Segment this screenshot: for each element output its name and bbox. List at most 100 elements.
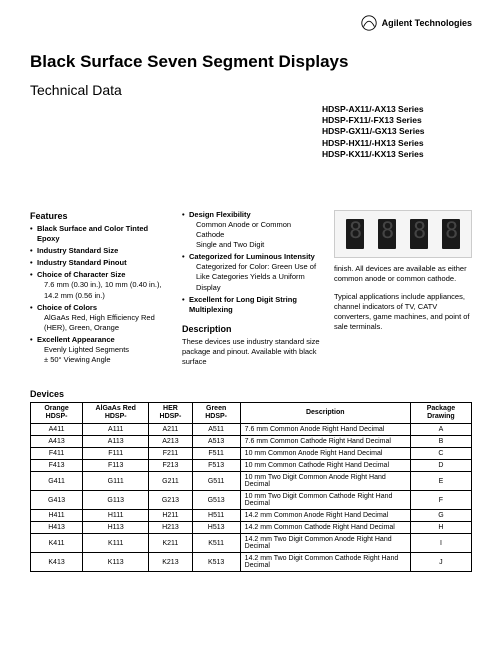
table-row: K411K111K211K51114.2 mm Two Digit Common…	[31, 534, 472, 553]
col3-para1: finish. All devices are available as eit…	[334, 264, 472, 284]
table-cell: K211	[149, 534, 192, 553]
table-cell: F411	[31, 448, 83, 460]
description-text: These devices use industry standard size…	[182, 337, 320, 367]
table-row: H411H111H211H51114.2 mm Common Anode Rig…	[31, 510, 472, 522]
table-cell: K213	[149, 553, 192, 572]
table-header-cell: Description	[240, 403, 410, 424]
table-cell: H	[410, 522, 471, 534]
table-cell: J	[410, 553, 471, 572]
table-cell: H111	[83, 510, 149, 522]
table-cell: 7.6 mm Common Anode Right Hand Decimal	[240, 424, 410, 436]
devices-table: Orange HDSP-AlGaAs Red HDSP-HER HDSP-Gre…	[30, 402, 472, 572]
product-image	[334, 210, 472, 258]
devices-heading: Devices	[30, 389, 472, 399]
table-cell: H213	[149, 522, 192, 534]
series-list: HDSP-AX11/-AX13 Series HDSP-FX11/-FX13 S…	[322, 104, 472, 159]
feature-item: Choice of Character Size7.6 mm (0.30 in.…	[30, 270, 168, 300]
table-header-cell: AlGaAs Red HDSP-	[83, 403, 149, 424]
table-cell: F111	[83, 448, 149, 460]
table-cell: G513	[192, 491, 240, 510]
table-cell: A113	[83, 436, 149, 448]
table-cell: A511	[192, 424, 240, 436]
col3-para2: Typical applications include appliances,…	[334, 292, 472, 333]
segment-display-icon	[442, 219, 460, 249]
series-item: HDSP-GX11/-GX13 Series	[322, 126, 472, 137]
table-cell: D	[410, 460, 471, 472]
table-cell: F511	[192, 448, 240, 460]
table-cell: A213	[149, 436, 192, 448]
table-cell: G413	[31, 491, 83, 510]
table-cell: H513	[192, 522, 240, 534]
series-item: HDSP-AX11/-AX13 Series	[322, 104, 472, 115]
content-columns: Features Black Surface and Color Tinted …	[30, 210, 472, 368]
feature-item: Excellent AppearanceEvenly Lighted Segme…	[30, 335, 168, 365]
features-column: Features Black Surface and Color Tinted …	[30, 210, 168, 368]
series-item: HDSP-KX11/-KX13 Series	[322, 149, 472, 160]
image-column: finish. All devices are available as eit…	[334, 210, 472, 368]
table-cell: 10 mm Common Anode Right Hand Decimal	[240, 448, 410, 460]
table-cell: 7.6 mm Common Cathode Right Hand Decimal	[240, 436, 410, 448]
features-column-2: Design FlexibilityCommon Anode or Common…	[182, 210, 320, 368]
table-body: A411A111A211A5117.6 mm Common Anode Righ…	[31, 424, 472, 572]
table-cell: K513	[192, 553, 240, 572]
feature-item: Industry Standard Size	[30, 246, 168, 256]
table-cell: K511	[192, 534, 240, 553]
table-cell: F513	[192, 460, 240, 472]
table-cell: G111	[83, 472, 149, 491]
feature-item: Choice of ColorsAlGaAs Red, High Efficie…	[30, 303, 168, 333]
table-cell: H511	[192, 510, 240, 522]
table-cell: 10 mm Common Cathode Right Hand Decimal	[240, 460, 410, 472]
table-cell: B	[410, 436, 471, 448]
table-cell: F213	[149, 460, 192, 472]
page-title: Black Surface Seven Segment Displays	[30, 52, 472, 72]
table-cell: H211	[149, 510, 192, 522]
page-subtitle: Technical Data	[30, 82, 472, 98]
segment-display-icon	[378, 219, 396, 249]
table-cell: F413	[31, 460, 83, 472]
table-cell: G113	[83, 491, 149, 510]
table-cell: 14.2 mm Common Cathode Right Hand Decima…	[240, 522, 410, 534]
table-header-cell: Green HDSP-	[192, 403, 240, 424]
table-cell: A513	[192, 436, 240, 448]
feature-item: Industry Standard Pinout	[30, 258, 168, 268]
table-row: A413A113A213A5137.6 mm Common Cathode Ri…	[31, 436, 472, 448]
table-cell: G	[410, 510, 471, 522]
description-heading: Description	[182, 323, 320, 335]
table-row: F411F111F211F51110 mm Common Anode Right…	[31, 448, 472, 460]
table-cell: 14.2 mm Two Digit Common Cathode Right H…	[240, 553, 410, 572]
table-row: G413G113G213G51310 mm Two Digit Common C…	[31, 491, 472, 510]
table-header-row: Orange HDSP-AlGaAs Red HDSP-HER HDSP-Gre…	[31, 403, 472, 424]
table-cell: K113	[83, 553, 149, 572]
segment-display-icon	[410, 219, 428, 249]
feature-item: Black Surface and Color Tinted Epoxy	[30, 224, 168, 244]
table-cell: 14.2 mm Two Digit Common Anode Right Han…	[240, 534, 410, 553]
table-cell: G511	[192, 472, 240, 491]
table-cell: 10 mm Two Digit Common Cathode Right Han…	[240, 491, 410, 510]
table-cell: A411	[31, 424, 83, 436]
feature-item: Design FlexibilityCommon Anode or Common…	[182, 210, 320, 251]
features-heading: Features	[30, 210, 168, 222]
table-row: A411A111A211A5117.6 mm Common Anode Righ…	[31, 424, 472, 436]
table-cell: G211	[149, 472, 192, 491]
table-header-cell: Orange HDSP-	[31, 403, 83, 424]
brand-icon	[360, 14, 378, 32]
brand-header: Agilent Technologies	[30, 14, 472, 32]
features-list-2: Design FlexibilityCommon Anode or Common…	[182, 210, 320, 315]
table-cell: H411	[31, 510, 83, 522]
table-cell: 14.2 mm Common Anode Right Hand Decimal	[240, 510, 410, 522]
table-row: G411G111G211G51110 mm Two Digit Common A…	[31, 472, 472, 491]
table-cell: A	[410, 424, 471, 436]
table-header-cell: HER HDSP-	[149, 403, 192, 424]
feature-item: Excellent for Long Digit String Multiple…	[182, 295, 320, 315]
table-header-cell: Package Drawing	[410, 403, 471, 424]
table-cell: C	[410, 448, 471, 460]
table-cell: 10 mm Two Digit Common Anode Right Hand …	[240, 472, 410, 491]
table-cell: H413	[31, 522, 83, 534]
table-cell: A211	[149, 424, 192, 436]
feature-item: Categorized for Luminous IntensityCatego…	[182, 252, 320, 293]
series-item: HDSP-FX11/-FX13 Series	[322, 115, 472, 126]
features-list: Black Surface and Color Tinted Epoxy Indu…	[30, 224, 168, 366]
table-cell: G411	[31, 472, 83, 491]
table-cell: G213	[149, 491, 192, 510]
table-row: H413H113H213H51314.2 mm Common Cathode R…	[31, 522, 472, 534]
